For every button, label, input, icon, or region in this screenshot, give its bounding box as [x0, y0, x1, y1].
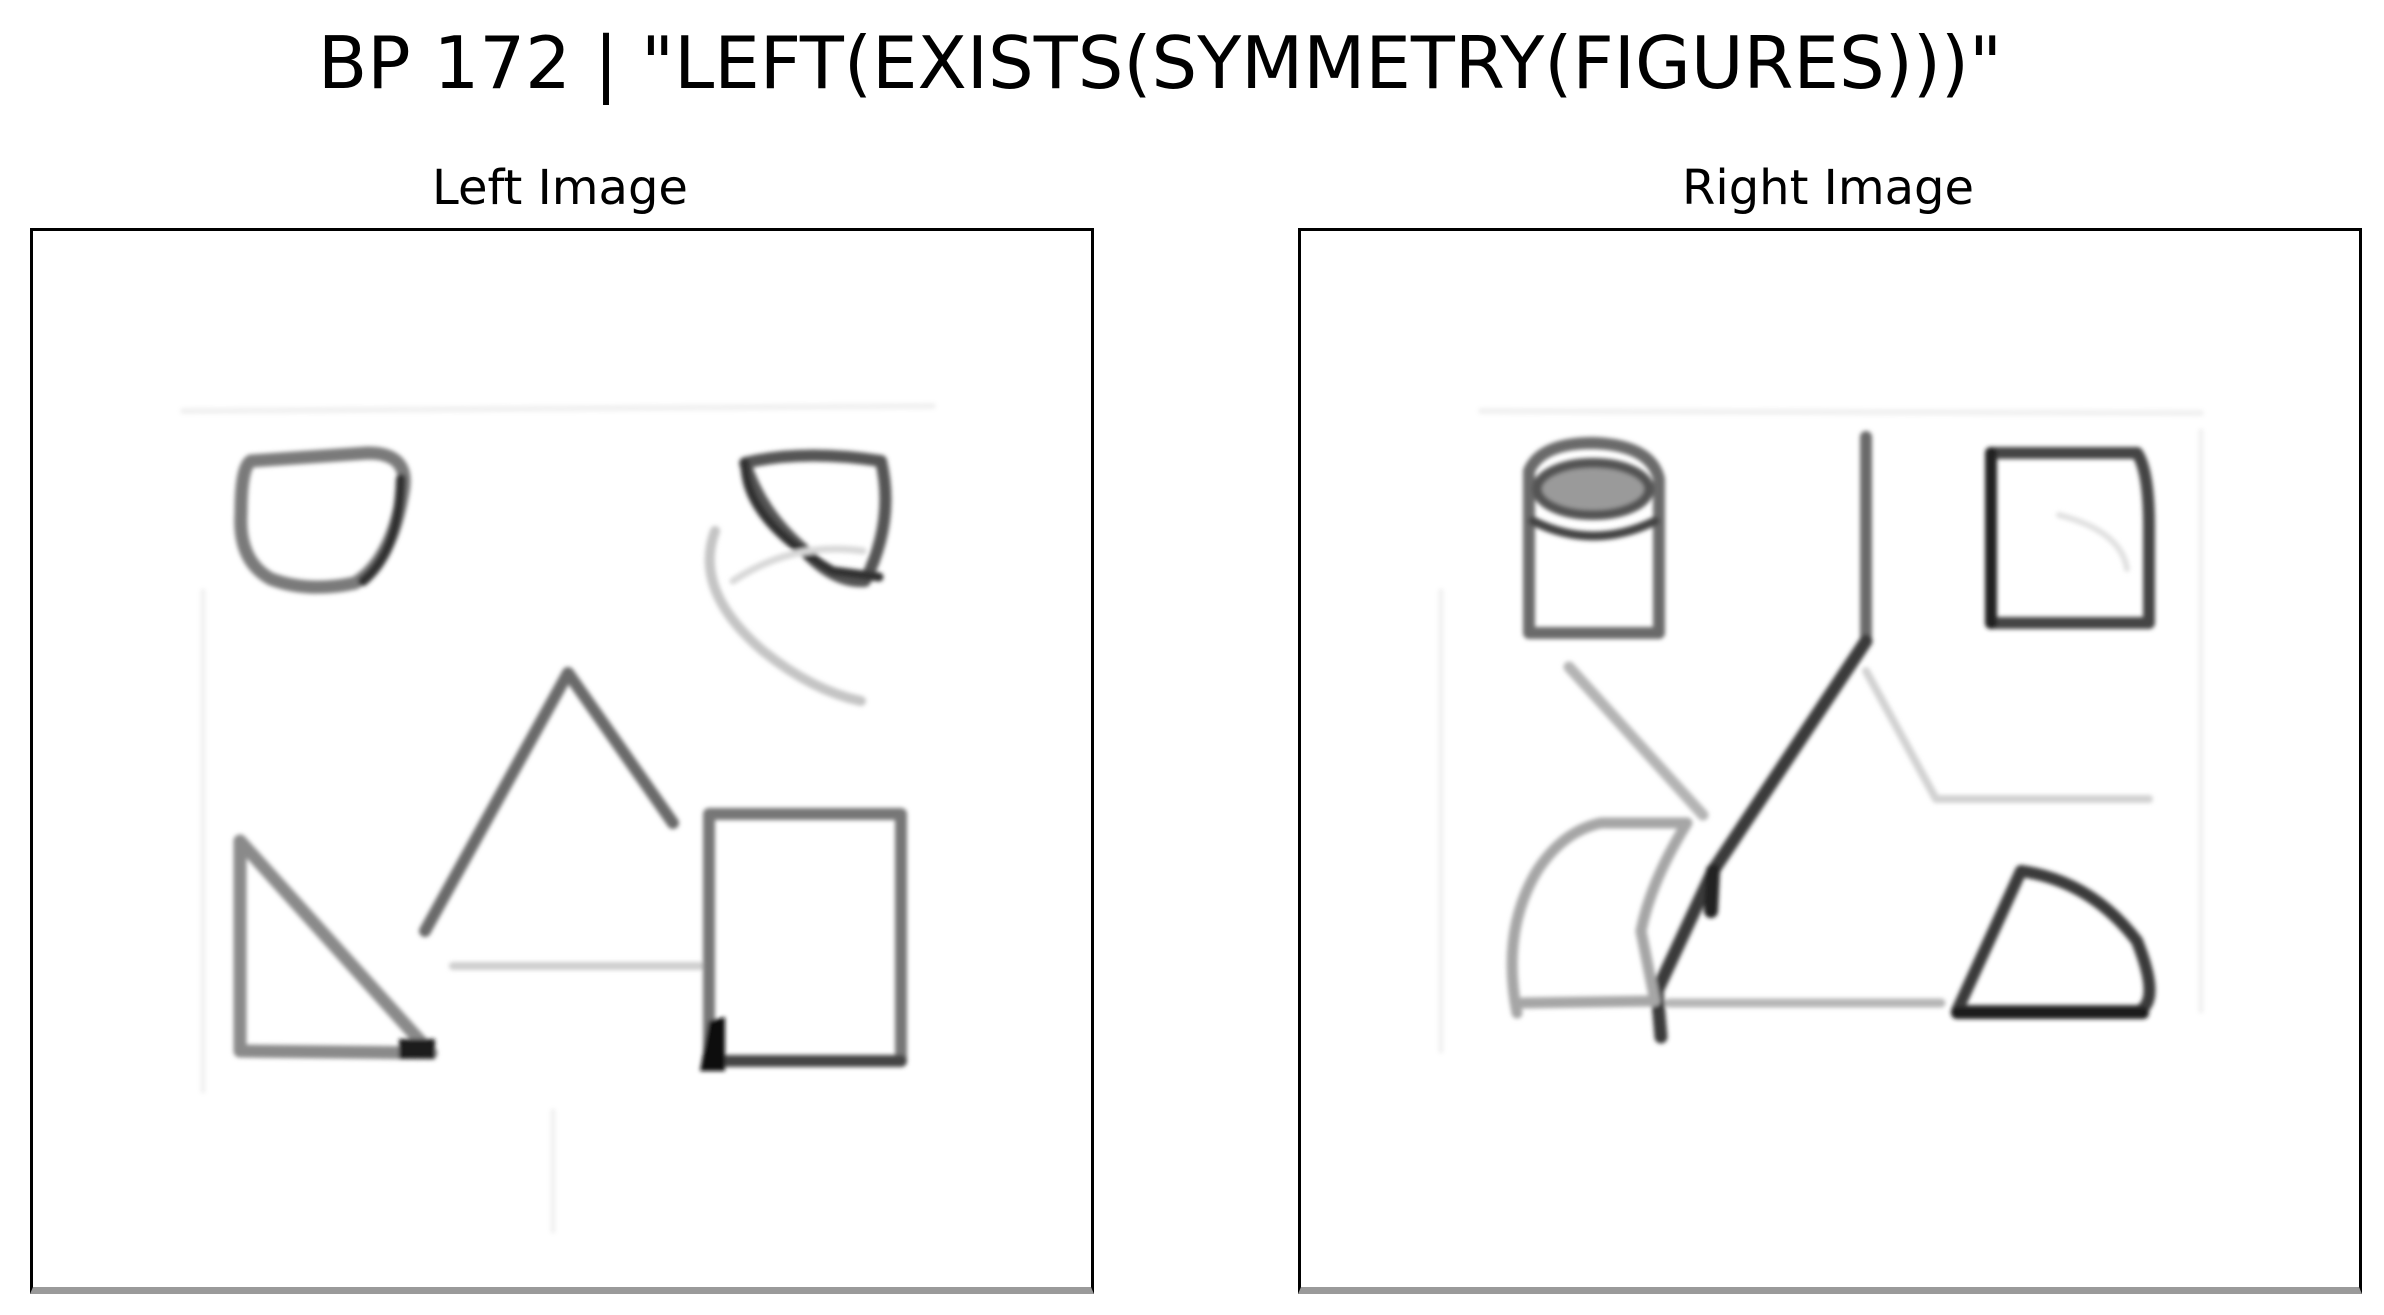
triangle-apex-shape — [419, 667, 679, 937]
right-image-canvas — [1438, 408, 2204, 1054]
left-image-canvas — [180, 403, 936, 1234]
cylinder-shape — [1523, 437, 1665, 639]
arc-stroke — [704, 526, 866, 706]
square-shape — [703, 808, 907, 1067]
triangle-corner-block — [399, 1039, 435, 1059]
shield-shape — [739, 449, 892, 588]
right-panel-title: Right Image — [1682, 160, 1974, 216]
right-triangle-shape — [233, 834, 438, 1060]
square-corner-block — [700, 1017, 725, 1071]
diagonal-line — [1650, 634, 1873, 1044]
left-panel-title: Left Image — [432, 160, 688, 216]
right-image-frame — [1298, 228, 2362, 1294]
faint-diagonal-line — [1563, 661, 1709, 821]
rounded-shape — [1506, 817, 1693, 1019]
rectangle-shape — [1985, 447, 2155, 629]
figure-title: BP 172 | "LEFT(EXISTS(SYMMETRY(FIGURES))… — [317, 21, 2003, 105]
d-shape — [1951, 865, 2156, 1017]
cylinder-top-ellipse — [1532, 458, 1654, 520]
left-image-frame — [30, 228, 1094, 1294]
